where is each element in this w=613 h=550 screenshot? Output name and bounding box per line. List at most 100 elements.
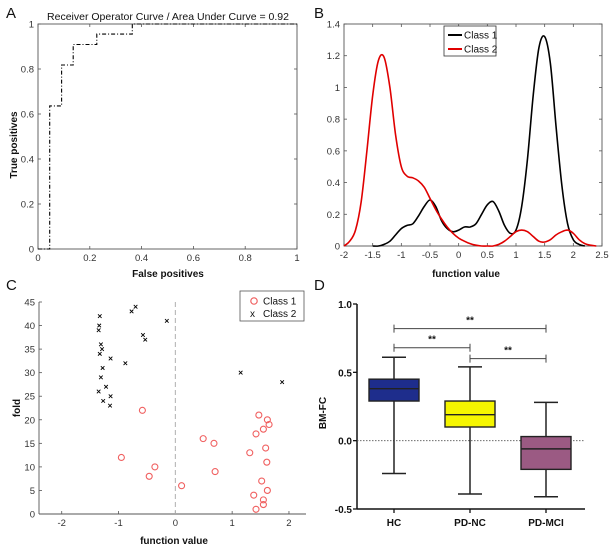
panel-c-x-tick-label: -2 (57, 518, 65, 529)
panel-label-d: D (314, 277, 325, 294)
panel-c-point-class1 (178, 482, 186, 490)
panel-b-x-tick-label: 2.5 (595, 250, 608, 261)
panel-b-y-tick-label: 1.4 (327, 20, 340, 31)
panel-c-y-tick-label: 30 (24, 368, 35, 379)
panel-c-y-tick-label: 0 (30, 510, 35, 521)
panel-c-scatter-chart: function value fold -2 -1 0 1 20510152025303… (12, 290, 306, 547)
panel-a-y-tick-label: 0.4 (21, 155, 34, 166)
panel-c-point-class1 (258, 477, 266, 485)
panel-c-point-class2 (238, 370, 243, 375)
panel-d-y-tick-label: 1.0 (338, 300, 352, 311)
panel-d-significance-label: ** (504, 346, 512, 357)
panel-c-point-class1 (259, 496, 267, 504)
panel-d-x-tick-label: PD-NC (454, 518, 486, 529)
panel-d-y-tick-label: 0.5 (338, 368, 352, 379)
panel-b-legend-class1: Class 1 (464, 31, 498, 42)
panel-d-x-tick-label: PD-MCI (528, 518, 564, 529)
panel-a-x-tick-label: 0 (35, 253, 40, 264)
panel-b-y-tick-label: 0.8 (327, 115, 340, 126)
panel-c-point-class1 (263, 458, 271, 466)
panel-a-x-tick-label: 0.4 (135, 253, 148, 264)
panel-c-point-class2 (129, 309, 134, 314)
panel-d-y-tick-label: 0.0 (338, 437, 352, 448)
panel-b-x-tick-label: -1 (397, 250, 405, 261)
panel-c-point-class2 (280, 379, 285, 385)
panel-b-x-tick-label: 2 (571, 250, 576, 261)
panel-b-x-tick-label: -0.5 (422, 250, 438, 261)
panel-c-point-class2 (98, 342, 104, 347)
panel-c-x-tick-label: 1 (230, 518, 235, 529)
panel-b-y-tick-label: 0 (335, 242, 340, 253)
panel-c-point-class1 (199, 435, 207, 443)
panel-c-point-class2 (97, 323, 102, 328)
panel-c-point-class2 (96, 328, 101, 333)
panel-c-point-class2 (143, 337, 148, 342)
panel-c-axes-box (39, 302, 306, 514)
panel-c-point-class2 (164, 318, 169, 323)
panel-b-xlabel: function value (432, 269, 500, 280)
panel-c-point-class2 (97, 314, 102, 319)
panel-c-y-tick-label: 10 (24, 462, 35, 473)
panel-d-significance-label: ** (428, 335, 436, 346)
panel-c-x-tick-label: 2 (286, 518, 291, 529)
panel-c-y-tick-label: 20 (24, 415, 35, 426)
panel-b-legend-class2: Class 2 (464, 45, 498, 56)
panel-d-significance-bracket (393, 324, 547, 333)
panel-label-b: B (314, 5, 324, 22)
panel-c-x-tick-label: 0 (173, 518, 178, 529)
panel-b-y-tick-label: 0.2 (327, 210, 340, 221)
panel-b-axes-box (343, 23, 603, 247)
panel-c-point-class1 (138, 406, 146, 414)
panel-c-point-class2 (97, 351, 102, 356)
panel-c-legend-marker-class1 (250, 297, 258, 305)
panel-a-x-tick-label: 0.2 (83, 253, 96, 264)
panel-c-point-class2 (107, 403, 113, 408)
panel-c-ylabel: fold (12, 399, 23, 417)
panel-c-x-tick-label: -1 (114, 518, 122, 529)
panel-a-roc-line (38, 23, 297, 250)
panel-c-point-class1 (262, 444, 270, 452)
panel-label-c: C (6, 277, 17, 294)
panel-c-point-class1 (250, 491, 258, 499)
panel-c-point-class2 (98, 375, 104, 380)
panel-c-point-class1 (265, 420, 273, 429)
panel-c-point-class1 (263, 416, 271, 424)
panel-c-y-tick-label: 45 (24, 298, 35, 309)
panel-d-y-tick-label: -0.5 (335, 505, 353, 516)
panel-a-y-tick-label: 1 (29, 20, 34, 31)
panel-b-x-tick-label: -2 (340, 250, 348, 261)
panel-d-significance-label: ** (466, 316, 474, 327)
panel-a-x-tick-label: 0.6 (187, 253, 200, 264)
panel-a-title: Receiver Operator Curve / Area Under Cur… (47, 11, 289, 23)
panel-a-y-tick-label: 0.6 (21, 110, 34, 121)
panel-c-y-tick-label: 25 (24, 392, 35, 403)
panel-b-y-tick-label: 1 (335, 83, 340, 94)
panel-b-y-tick-label: 0.4 (327, 178, 340, 189)
panel-c-point-class2 (101, 398, 106, 404)
panel-c-point-class2 (123, 361, 128, 366)
panel-a-xlabel: False positives (132, 269, 204, 280)
panel-a-y-tick-label: 0 (29, 245, 34, 256)
panel-c-legend-class2: Class 2 (263, 309, 297, 320)
panel-c-point-class2 (103, 384, 109, 389)
panel-c-xlabel: function value (140, 536, 208, 547)
panel-a-y-tick-label: 0.2 (21, 200, 34, 211)
panel-b-y-tick-label: 1.2 (327, 51, 340, 62)
panel-c-y-tick-label: 15 (24, 439, 35, 450)
panel-c-point-class2 (108, 356, 113, 361)
panel-a-roc-chart: Receiver Operator Curve / Area Under Cur… (9, 11, 300, 280)
panel-d-x-tick-label: HC (387, 518, 401, 529)
panel-c-point-class1 (211, 468, 219, 476)
panel-b-series-1-line (372, 35, 586, 247)
panel-c-point-class1 (151, 463, 159, 471)
panel-b-x-tick-label: 1.5 (538, 250, 551, 261)
panel-c-point-class1 (252, 505, 260, 513)
panel-c-point-class1 (263, 486, 271, 494)
panel-c-point-class1 (255, 411, 263, 419)
panel-b-x-tick-label: 0 (456, 250, 461, 261)
panel-b-x-tick-label: 1 (513, 250, 518, 261)
panel-c-point-class2 (100, 365, 105, 371)
panel-b-legend: Class 1 Class 2 (443, 25, 498, 57)
panel-c-point-class1 (246, 449, 254, 457)
panel-b-density-chart: function value -2 -1.5 -1 -0.5 0 0.5 1 1.5 2 2.5 0… (327, 20, 609, 281)
